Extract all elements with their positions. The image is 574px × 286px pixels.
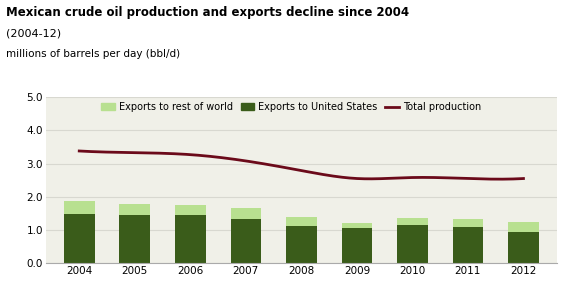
Bar: [508, 232, 539, 263]
Bar: [175, 205, 205, 215]
Bar: [286, 226, 317, 263]
Bar: [286, 217, 317, 226]
Bar: [397, 218, 428, 225]
Bar: [64, 214, 95, 263]
Text: Mexican crude oil production and exports decline since 2004: Mexican crude oil production and exports…: [6, 6, 409, 19]
Bar: [119, 204, 150, 215]
Text: (2004-12): (2004-12): [6, 29, 61, 39]
Legend: Exports to rest of world, Exports to United States, Total production: Exports to rest of world, Exports to Uni…: [102, 102, 481, 112]
Bar: [119, 215, 150, 263]
Bar: [342, 223, 372, 228]
Bar: [453, 227, 483, 263]
Bar: [231, 208, 261, 219]
Bar: [231, 219, 261, 263]
Bar: [508, 222, 539, 232]
Bar: [342, 228, 372, 263]
Text: millions of barrels per day (bbl/d): millions of barrels per day (bbl/d): [6, 49, 180, 59]
Bar: [453, 219, 483, 227]
Bar: [397, 225, 428, 263]
Bar: [175, 215, 205, 263]
Bar: [64, 201, 95, 214]
